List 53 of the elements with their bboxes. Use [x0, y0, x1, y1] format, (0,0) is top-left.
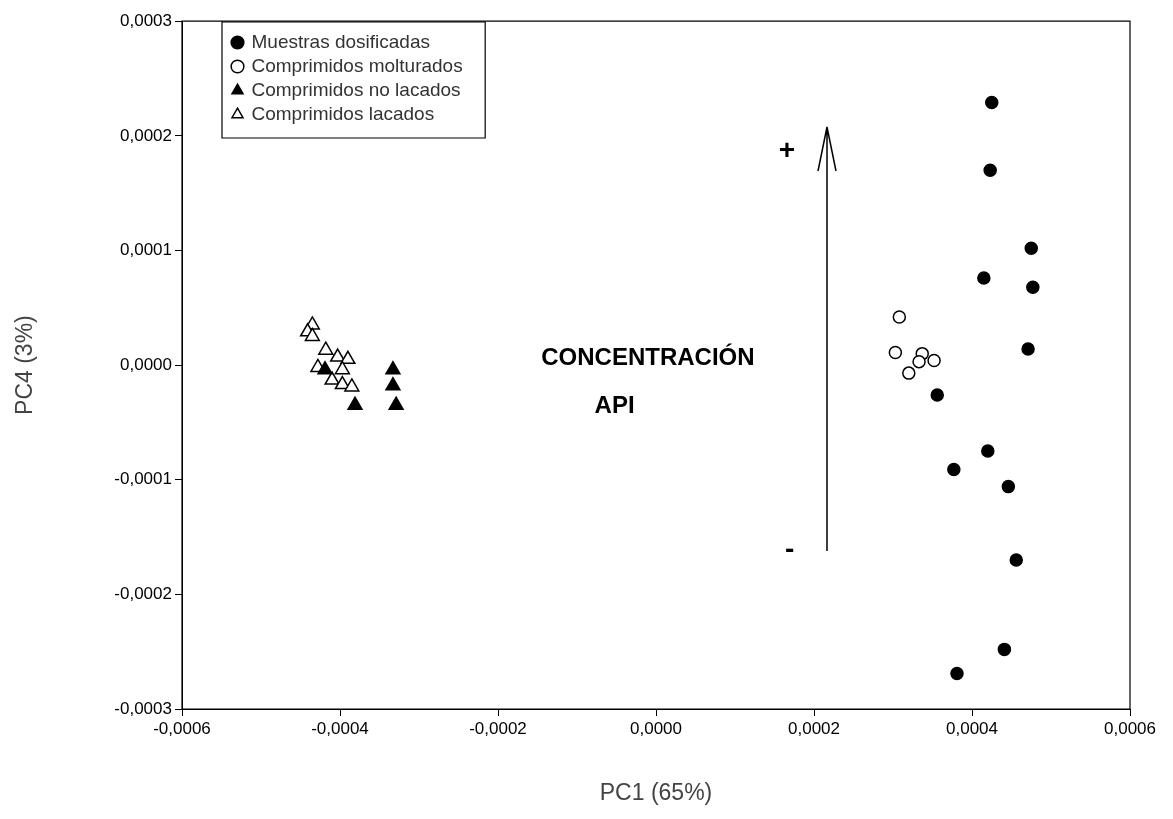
x-tick-label: -0,0004 — [311, 718, 369, 738]
y-axis-title: PC4 (3%) — [11, 315, 38, 415]
point — [1009, 553, 1023, 567]
point — [888, 345, 903, 360]
x-tick-label: -0,0006 — [153, 718, 211, 738]
point — [340, 350, 356, 365]
x-tick-label: -0,0002 — [469, 718, 527, 738]
point — [1021, 342, 1035, 356]
point — [985, 95, 999, 110]
point — [318, 341, 334, 355]
legend-label: Muestras dosificadas — [251, 30, 430, 52]
point — [927, 353, 941, 368]
x-axis-title: PC1 (65%) — [599, 778, 713, 805]
point — [1024, 241, 1038, 255]
point — [385, 376, 401, 391]
point — [317, 360, 333, 375]
annotation: + — [778, 133, 795, 165]
point — [983, 163, 997, 177]
y-tick-label: -0,0002 — [114, 584, 172, 604]
point — [388, 396, 404, 410]
point — [912, 354, 926, 369]
y-tick-label: 0,0003 — [120, 10, 172, 30]
legend-label: Comprimidos no lacados — [251, 78, 461, 100]
y-tick-label: -0,0001 — [114, 469, 172, 489]
point — [1026, 280, 1040, 294]
point — [329, 348, 346, 362]
annotation: CONCENTRACIÓN API — [541, 342, 755, 418]
y-tick-label: 0,0001 — [120, 240, 172, 260]
point — [1001, 479, 1016, 494]
legend-label: Comprimidos lacados — [251, 102, 435, 124]
point — [347, 396, 363, 410]
point — [902, 366, 916, 380]
y-tick-label: 0,0002 — [120, 125, 172, 145]
point — [344, 378, 360, 392]
point — [977, 271, 991, 285]
point — [334, 360, 351, 375]
annotation: - — [785, 532, 795, 564]
point — [950, 666, 964, 681]
point — [892, 310, 907, 324]
point — [930, 388, 944, 402]
point — [947, 462, 961, 477]
x-tick-label: 0,0002 — [788, 718, 840, 738]
point — [997, 642, 1012, 657]
point — [324, 371, 340, 385]
x-tick-label: 0,0000 — [630, 718, 682, 738]
legend-label: Comprimidos molturados — [251, 54, 463, 76]
y-tick-label: -0,0003 — [114, 698, 172, 718]
point — [385, 360, 401, 375]
x-tick-label: 0,0004 — [946, 718, 998, 738]
point — [981, 444, 995, 458]
x-tick-label: 0,0006 — [1104, 718, 1156, 738]
point — [304, 327, 321, 342]
y-tick-label: 0,0000 — [120, 354, 172, 374]
